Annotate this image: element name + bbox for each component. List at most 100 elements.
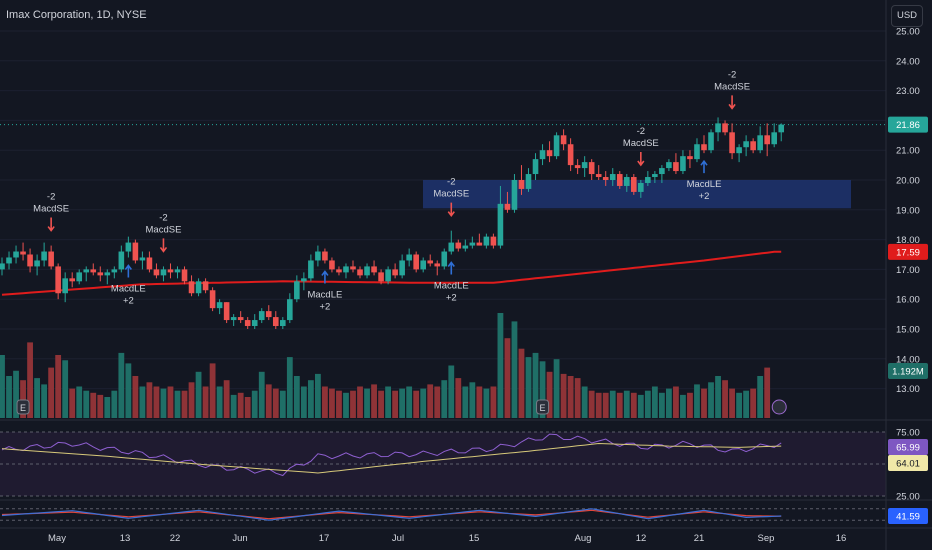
candle-body xyxy=(574,165,581,169)
signal-label: -2 xyxy=(447,177,455,188)
candle-body xyxy=(41,251,47,261)
candle-body xyxy=(287,299,293,321)
volume-bar xyxy=(729,388,735,418)
candle-body xyxy=(673,162,679,172)
volume-bar xyxy=(602,392,609,418)
stoch-k-line xyxy=(1,508,782,521)
volume-bar xyxy=(764,367,771,418)
earnings-icon xyxy=(16,399,30,415)
signal-label: +2 xyxy=(446,293,457,304)
candle-body xyxy=(251,320,258,327)
candle-body xyxy=(62,278,68,294)
candle-body xyxy=(160,269,167,276)
volume-bar xyxy=(350,390,356,418)
volume-bar xyxy=(595,392,602,418)
volume-bar xyxy=(539,361,546,418)
sell-signal-arrow xyxy=(728,95,736,110)
candle-body xyxy=(343,266,349,273)
volume-bar xyxy=(687,392,693,418)
candle-body xyxy=(532,159,539,175)
currency-button[interactable]: USD xyxy=(891,5,923,27)
volume-bar xyxy=(76,386,83,418)
candle-body xyxy=(104,272,111,276)
volume-bar xyxy=(195,371,202,418)
candle-body xyxy=(434,263,441,267)
volume-bar xyxy=(83,390,90,418)
candle-body xyxy=(539,150,546,160)
candle-body xyxy=(694,144,700,160)
volume-bar xyxy=(469,382,476,418)
volume-bar xyxy=(357,386,363,418)
candle-body xyxy=(76,272,83,282)
earnings-icon-label: E xyxy=(540,403,546,413)
volume-bar xyxy=(651,386,658,418)
sell-signal-arrow xyxy=(159,238,168,253)
volume-bar xyxy=(399,388,406,418)
candle-body xyxy=(357,269,363,276)
candle-body xyxy=(687,156,693,160)
signal-label: MacdLE xyxy=(434,281,469,292)
price-tick-label: 17.00 xyxy=(896,265,920,276)
volume-bar xyxy=(293,376,300,418)
candle-body xyxy=(399,260,405,276)
signal-label: MacdLE xyxy=(307,289,342,300)
candle-body xyxy=(139,257,146,261)
volume-bar xyxy=(757,376,764,418)
candle-body xyxy=(595,174,602,178)
candle-body xyxy=(441,251,448,267)
candle-body xyxy=(188,281,195,294)
candle-body xyxy=(525,174,532,189)
candle-body xyxy=(265,311,272,318)
volume-bar xyxy=(420,388,427,418)
candle-body xyxy=(209,290,216,309)
volume-bar xyxy=(588,390,595,418)
candle-body xyxy=(469,242,476,246)
volume-bar xyxy=(497,313,504,418)
candle-body xyxy=(258,311,265,321)
candle-body xyxy=(743,141,749,148)
volume-bar xyxy=(385,386,391,418)
volume-bar xyxy=(364,388,370,418)
candle-body xyxy=(511,180,518,210)
volume-bar xyxy=(286,357,293,418)
sell-signal-arrow xyxy=(47,217,55,232)
volume-bar xyxy=(637,394,644,418)
volume-bar xyxy=(279,390,286,418)
candle-body xyxy=(420,260,426,270)
volume-bar xyxy=(413,390,420,418)
buy-signal-arrow xyxy=(321,270,329,284)
candle-body xyxy=(750,141,756,151)
chart-title: Imax Corporation, 1D, NYSE xyxy=(6,9,147,21)
candle-body xyxy=(427,260,434,264)
candle-body xyxy=(315,251,321,261)
candle-body xyxy=(771,132,777,145)
candle-body xyxy=(294,281,300,300)
rsi-ma-value-tag xyxy=(888,455,928,471)
volume-bar xyxy=(448,365,455,418)
ma-value-tag-text: 17.59 xyxy=(896,247,920,258)
candle-body xyxy=(83,269,90,273)
signal-label: MacdLE xyxy=(111,283,146,294)
candle-body xyxy=(350,266,356,270)
volume-bar xyxy=(743,390,750,418)
volume-bar xyxy=(27,342,33,418)
volume-bar xyxy=(0,355,5,418)
candle-body xyxy=(27,254,33,267)
candle-body xyxy=(701,144,707,151)
volume-bar xyxy=(132,376,139,418)
candle-body xyxy=(97,272,104,276)
price-tick-label: 19.00 xyxy=(896,205,920,216)
candle-body xyxy=(560,135,567,145)
volume-bar xyxy=(666,388,672,418)
signal-label: -2 xyxy=(47,192,55,203)
candle-body xyxy=(13,251,19,258)
volume-bar xyxy=(546,371,553,418)
candle-body xyxy=(455,242,462,249)
volume-bar xyxy=(722,380,728,418)
candle-body xyxy=(659,168,665,175)
volume-bar xyxy=(97,394,104,418)
volume-bar xyxy=(378,390,384,418)
volume-bar xyxy=(673,386,679,418)
candle-body xyxy=(623,177,630,186)
